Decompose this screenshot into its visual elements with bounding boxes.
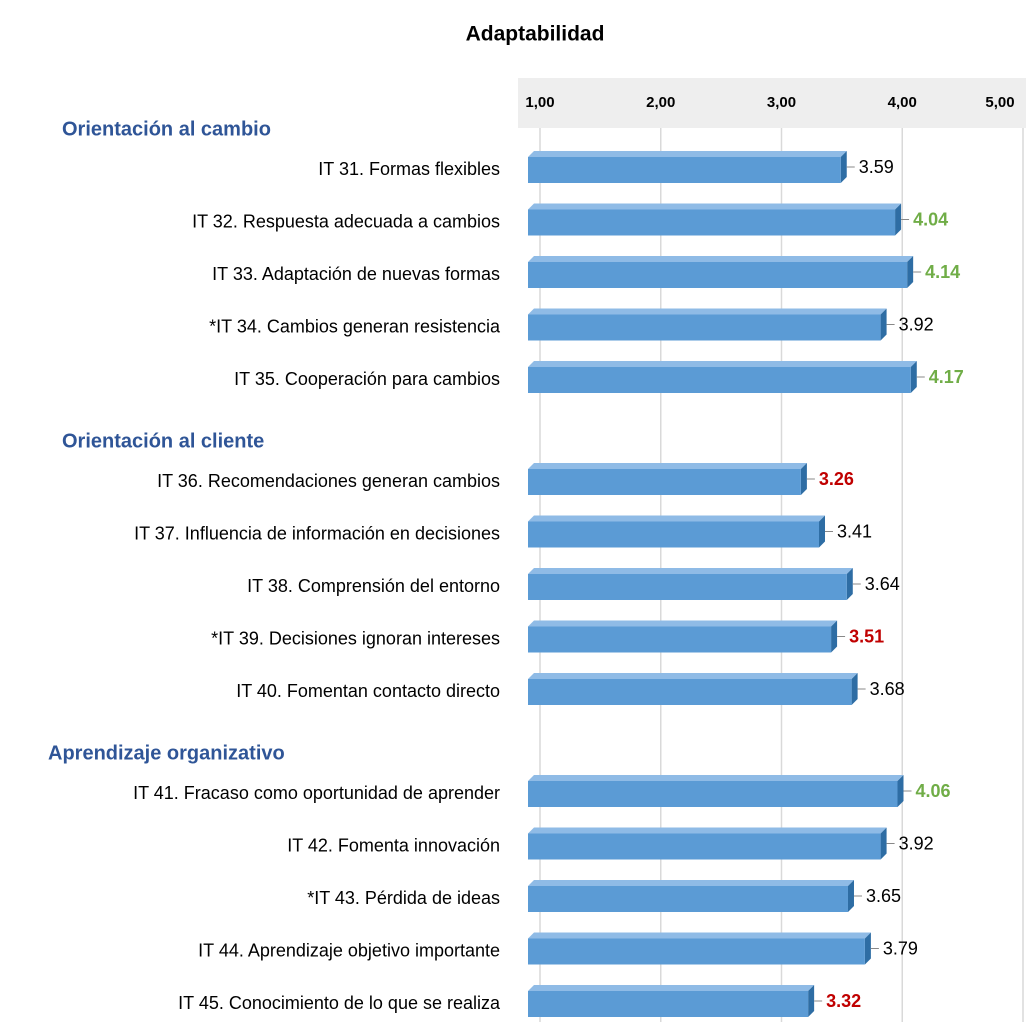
value-label: 3.92	[899, 314, 934, 334]
category-label: *IT 43. Pérdida de ideas	[307, 888, 500, 908]
bar	[528, 568, 853, 600]
x-tick-label: 4,00	[888, 94, 917, 111]
value-label: 4.17	[929, 367, 964, 387]
category-label: IT 44. Aprendizaje objetivo importante	[198, 940, 500, 960]
category-label: IT 38. Comprensión del entorno	[247, 576, 500, 596]
bar	[528, 203, 902, 236]
category-label: IT 42. Fomenta innovación	[287, 835, 500, 855]
value-label: 3.26	[819, 469, 854, 489]
bar	[528, 463, 807, 495]
group-heading: Orientación al cliente	[62, 430, 264, 452]
value-label: 3.51	[849, 626, 884, 646]
category-label: IT 33. Adaptación de nuevas formas	[212, 264, 500, 284]
bar	[528, 985, 815, 1017]
category-label: IT 35. Cooperación para cambios	[234, 369, 500, 389]
bar	[528, 361, 917, 393]
value-label: 4.06	[915, 781, 950, 801]
bar	[528, 775, 904, 807]
category-label: IT 40. Fomentan contacto directo	[236, 681, 500, 701]
value-label: 3.68	[870, 679, 905, 699]
value-label: 3.92	[899, 833, 934, 853]
category-label: *IT 39. Decisiones ignoran intereses	[211, 628, 500, 648]
category-label: IT 45. Conocimiento de lo que se realiza	[178, 993, 501, 1013]
x-tick-label: 2,00	[646, 94, 675, 111]
value-label: 3.32	[826, 991, 861, 1011]
group-heading: Orientación al cambio	[62, 118, 271, 140]
x-tick-label: 1,00	[525, 94, 554, 111]
category-label: IT 36. Recomendaciones generan cambios	[157, 471, 500, 491]
group-heading: Aprendizaje organizativo	[48, 742, 285, 764]
bar	[528, 308, 887, 341]
value-label: 3.64	[865, 574, 900, 594]
category-label: IT 32. Respuesta adecuada a cambios	[192, 211, 500, 231]
bar	[528, 256, 914, 288]
bar	[528, 620, 838, 653]
value-label: 4.14	[925, 262, 960, 282]
x-tick-label: 3,00	[767, 94, 796, 111]
chart-title: Adaptabilidad	[466, 23, 605, 46]
category-label: IT 37. Influencia de información en deci…	[134, 523, 500, 543]
bar	[528, 880, 854, 912]
x-tick-label: 5,00	[985, 94, 1014, 111]
value-label: 3.65	[866, 886, 901, 906]
value-label: 3.41	[837, 521, 872, 541]
value-label: 4.04	[913, 209, 948, 229]
bar	[528, 827, 887, 860]
value-label: 3.59	[859, 157, 894, 177]
bar	[528, 932, 871, 965]
value-label: 3.79	[883, 938, 918, 958]
category-label: IT 31. Formas flexibles	[318, 159, 500, 179]
bar	[528, 515, 826, 548]
axis-band	[518, 78, 1026, 128]
bar	[528, 151, 847, 183]
bar	[528, 673, 858, 705]
category-label: IT 41. Fracaso como oportunidad de apren…	[133, 783, 500, 803]
category-label: *IT 34. Cambios generan resistencia	[209, 316, 501, 336]
